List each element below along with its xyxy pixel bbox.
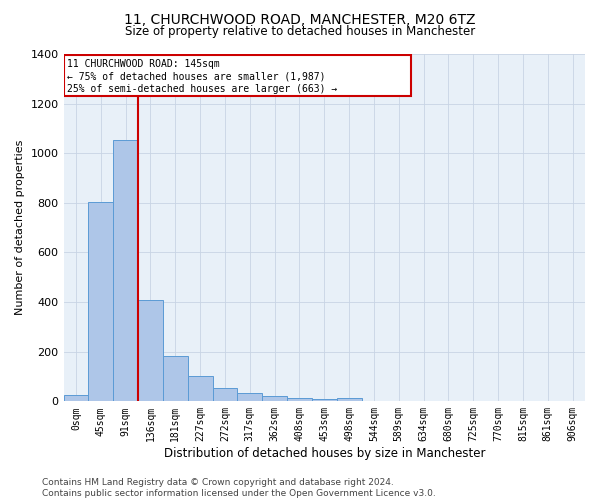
Bar	[238, 392, 262, 402]
Bar	[287, 398, 312, 402]
Bar	[262, 396, 287, 402]
Bar	[113, 140, 138, 402]
Text: ← 75% of detached houses are smaller (1,987): ← 75% of detached houses are smaller (1,…	[67, 72, 326, 82]
Bar	[337, 398, 362, 402]
Bar	[188, 376, 212, 402]
Bar	[64, 395, 88, 402]
Y-axis label: Number of detached properties: Number of detached properties	[15, 140, 25, 316]
Bar	[212, 388, 238, 402]
Text: Size of property relative to detached houses in Manchester: Size of property relative to detached ho…	[125, 25, 475, 38]
Text: 11 CHURCHWOOD ROAD: 145sqm: 11 CHURCHWOOD ROAD: 145sqm	[67, 59, 220, 69]
Text: 11, CHURCHWOOD ROAD, MANCHESTER, M20 6TZ: 11, CHURCHWOOD ROAD, MANCHESTER, M20 6TZ	[124, 12, 476, 26]
Bar	[138, 300, 163, 402]
Bar	[163, 356, 188, 402]
Bar	[88, 202, 113, 402]
X-axis label: Distribution of detached houses by size in Manchester: Distribution of detached houses by size …	[164, 447, 485, 460]
Bar	[64, 55, 411, 96]
Bar	[312, 400, 337, 402]
Text: Contains HM Land Registry data © Crown copyright and database right 2024.
Contai: Contains HM Land Registry data © Crown c…	[42, 478, 436, 498]
Text: 25% of semi-detached houses are larger (663) →: 25% of semi-detached houses are larger (…	[67, 84, 338, 94]
